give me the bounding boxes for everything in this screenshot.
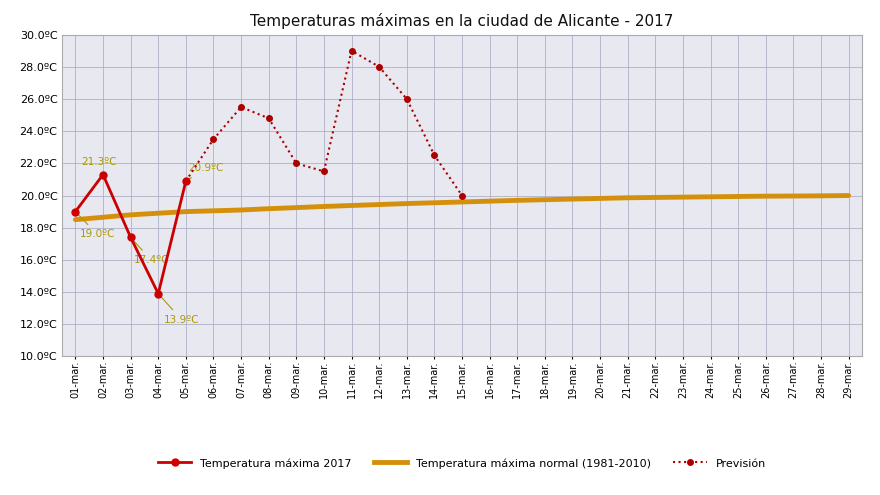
Legend: Temperatura máxima 2017, Temperatura máxima normal (1981-2010), Previsión: Temperatura máxima 2017, Temperatura máx… [154, 453, 770, 473]
Text: 21.3ºC: 21.3ºC [81, 157, 116, 175]
Text: 19.0ºC: 19.0ºC [77, 214, 115, 240]
Text: 20.9ºC: 20.9ºC [188, 163, 224, 180]
Title: Temperaturas máximas en la ciudad de Alicante - 2017: Temperaturas máximas en la ciudad de Ali… [250, 13, 674, 29]
Text: 17.4ºC: 17.4ºC [133, 240, 169, 265]
Text: 13.9ºC: 13.9ºC [160, 296, 199, 325]
